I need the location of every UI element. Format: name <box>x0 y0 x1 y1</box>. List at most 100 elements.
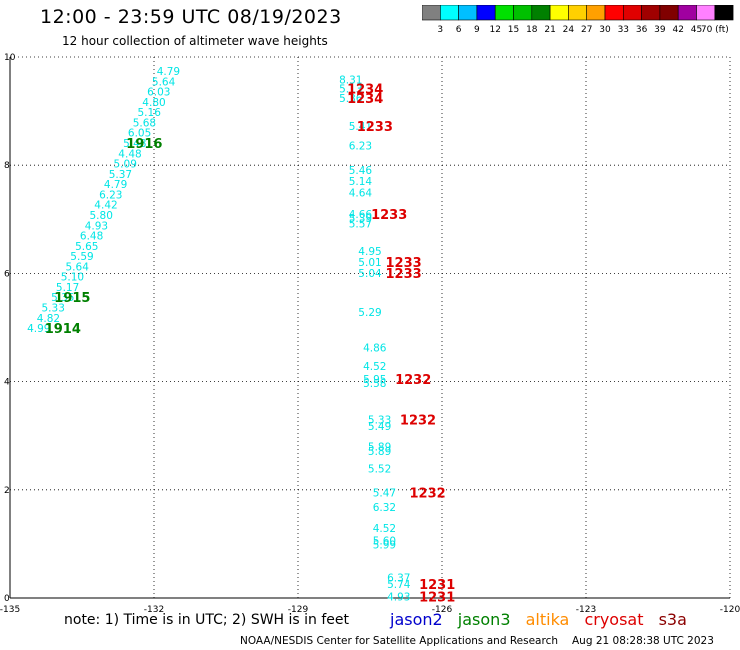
wave-height-label: 6.03 <box>147 87 170 99</box>
wave-height-label: 5.46 <box>349 165 373 177</box>
wave-height-label: 4.95 <box>358 246 381 258</box>
wave-height-label: 4.79 <box>157 66 180 78</box>
wave-height-label: 5.80 <box>90 210 113 222</box>
scale-label: 30 <box>599 25 611 35</box>
wave-height-label: 5.01 <box>358 257 381 269</box>
y-tick-label: 2 <box>4 486 10 496</box>
scale-label: 45 <box>691 25 702 35</box>
satellite-legend: jason2 jason3 altika cryosat s3a <box>390 610 697 629</box>
x-tick-label: -129 <box>288 605 309 615</box>
wave-height-label: 4.99 <box>27 323 50 335</box>
time-label: 1233 <box>371 208 407 223</box>
wave-height-label: 5.33 <box>42 302 65 314</box>
scale-label: 21 <box>544 25 555 35</box>
wave-height-label: 5.89 <box>368 442 391 454</box>
wave-height-label: 4.82 <box>37 313 60 325</box>
wave-height-label: 4.52 <box>363 361 386 373</box>
y-tick-label: 4 <box>4 378 10 388</box>
wave-height-label: 5.47 <box>373 488 396 500</box>
chart-subtitle: 12 hour collection of altimeter wave hei… <box>62 34 328 48</box>
wave-height-label: 5.65 <box>75 241 98 253</box>
credit-line: NOAA/NESDIS Center for Satellite Applica… <box>240 635 714 647</box>
scale-label: 39 <box>654 25 666 35</box>
scale-label: 27 <box>581 25 592 35</box>
scale-label: 3 <box>437 25 443 35</box>
time-label: 1232 <box>410 487 446 502</box>
wave-height-label: 4.79 <box>104 179 127 191</box>
satellite-s3a: s3a <box>658 610 687 629</box>
scale-label: 9 <box>474 25 480 35</box>
satellite-altika: altika <box>525 610 570 629</box>
wave-height-label: 5.16 <box>138 107 162 119</box>
wave-height-label: 4.93 <box>85 220 108 232</box>
wave-height-label: 5.89 <box>368 446 391 458</box>
wave-height-label: 6.48 <box>80 231 103 243</box>
wave-height-label: 5.52 <box>368 464 391 476</box>
time-label: 1231 <box>419 578 455 593</box>
wave-height-label: 5.14 <box>349 176 373 188</box>
wave-height-label: 8.31 <box>339 75 362 87</box>
wave-height-label: 6.23 <box>99 189 122 201</box>
wave-height-label: 5.64 <box>66 261 90 273</box>
wave-height-label: 5.60 <box>373 536 396 548</box>
y-tick-label: 6 <box>4 269 10 279</box>
wave-height-label: 5.13 <box>339 83 362 95</box>
chart-title: 12:00 - 23:59 UTC 08/19/2023 <box>40 6 342 28</box>
wave-height-label: 5.36 <box>339 93 363 105</box>
wave-height-label: 5.59 <box>70 251 93 263</box>
x-tick-label: -135 <box>0 605 20 615</box>
time-label: 1916 <box>126 137 162 152</box>
y-tick-label: 0 <box>4 594 10 604</box>
scale-label: 42 <box>672 25 683 35</box>
wave-height-label: 5.57 <box>349 219 372 231</box>
wave-height-label: 6.32 <box>373 502 396 514</box>
time-label: 1233 <box>357 120 393 135</box>
scale-label: 70 (ft) <box>701 25 729 35</box>
wave-height-label: 5.95 <box>363 374 386 386</box>
scale-label: 33 <box>618 25 629 35</box>
wave-height-label: 5.68 <box>133 117 156 129</box>
time-label: 1915 <box>54 291 90 306</box>
wave-height-label: 4.52 <box>373 523 396 535</box>
x-tick-label: -132 <box>144 605 164 615</box>
generated-timestamp: Aug 21 08:28:38 UTC 2023 <box>572 635 714 647</box>
scale-label: 24 <box>563 25 575 35</box>
wave-height-label: 6.37 <box>387 572 410 584</box>
wave-height-label: 4.80 <box>142 97 165 109</box>
wave-height-label: 5.10 <box>61 272 84 284</box>
x-tick-label: -126 <box>432 605 453 615</box>
y-tick-label: 10 <box>4 53 16 63</box>
wave-height-label: 6.23 <box>349 141 372 153</box>
satellite-cryosat: cryosat <box>584 610 644 629</box>
wave-height-label: 4.66 <box>349 209 373 221</box>
time-label: 1233 <box>386 267 422 282</box>
scale-label: 12 <box>489 25 500 35</box>
wave-height-label: 4.86 <box>363 343 387 355</box>
scale-label: 15 <box>508 25 519 35</box>
satellite-jason2: jason2 <box>390 610 443 629</box>
wave-height-label: 5.41 <box>349 121 372 133</box>
scale-swatch <box>714 5 734 21</box>
wave-height-label: 5.49 <box>368 421 391 433</box>
wave-height-label: 5.29 <box>358 307 381 319</box>
time-label: 1231 <box>419 590 455 605</box>
wave-height-label: 4.42 <box>94 200 117 212</box>
time-label: 1232 <box>400 413 436 428</box>
wave-height-label: 4.48 <box>118 148 141 160</box>
wave-height-label: 5.35 <box>51 292 74 304</box>
time-label: 1232 <box>395 373 431 388</box>
time-label: 1234 <box>347 92 383 107</box>
scale-label: 36 <box>636 25 648 35</box>
time-label: 1234 <box>347 82 383 97</box>
wave-height-label: 5.09 <box>114 159 137 171</box>
satellite-jason3: jason3 <box>457 610 511 629</box>
time-label: 1914 <box>45 322 81 337</box>
wave-height-label: 5.37 <box>109 169 132 181</box>
wave-height-label: 4.93 <box>387 591 410 603</box>
x-tick-label: -120 <box>720 605 740 615</box>
wave-height-label: 5.64 <box>152 76 176 88</box>
x-tick-label: -123 <box>576 605 596 615</box>
scale-label: 18 <box>526 25 538 35</box>
